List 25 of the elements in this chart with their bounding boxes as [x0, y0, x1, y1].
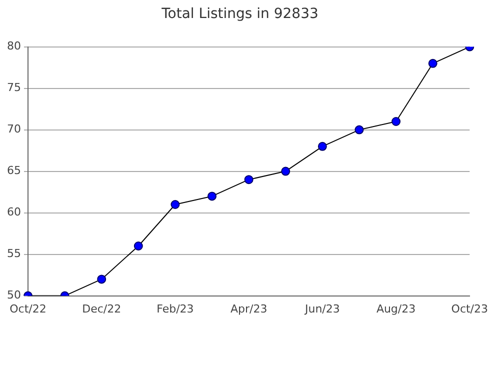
y-tick-label: 55 — [6, 247, 21, 260]
x-tick-label: Dec/22 — [82, 302, 122, 316]
point — [428, 58, 438, 68]
x-tick-label: Jun/23 — [304, 302, 340, 316]
point — [208, 192, 217, 201]
y-tick-label: 70 — [6, 122, 21, 136]
y-tick-label: 60 — [6, 206, 21, 219]
point — [318, 142, 327, 151]
point — [392, 117, 401, 126]
x-tick-label: Oct/23 — [451, 302, 488, 316]
point — [134, 242, 143, 250]
y-tick-label: 80 — [6, 40, 21, 53]
x-tick-label: Apr/23 — [230, 302, 268, 316]
point — [97, 274, 106, 284]
x-tick-label: Oct/22 — [10, 302, 46, 316]
point — [354, 125, 364, 134]
point — [281, 166, 290, 176]
y-tick-label: 50 — [6, 288, 21, 302]
chart-title: Total Listings in 92833 — [160, 6, 318, 22]
x-tick-label: Feb/23 — [156, 302, 194, 316]
x-tick-label: Aug/23 — [376, 302, 416, 316]
point — [170, 200, 180, 209]
y-tick-label: 75 — [6, 81, 21, 94]
y-tick-label: 65 — [6, 164, 21, 178]
point — [244, 175, 254, 184]
